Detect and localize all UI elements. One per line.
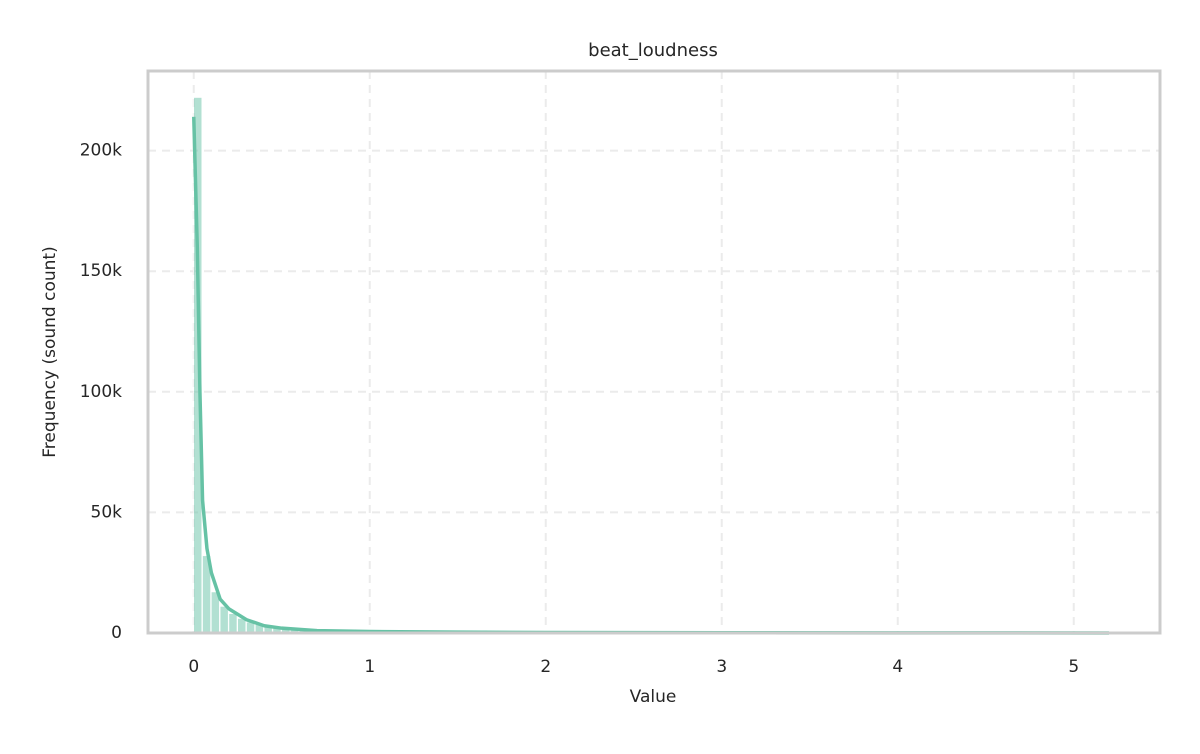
x-tick-label: 1 xyxy=(364,657,375,677)
x-tick-label: 5 xyxy=(1068,657,1079,677)
y-tick-label: 150k xyxy=(80,261,122,281)
histogram-bar xyxy=(220,606,228,633)
y-axis-label: Frequency (sound count) xyxy=(40,246,60,457)
x-tick-label: 3 xyxy=(716,657,727,677)
y-tick-label: 50k xyxy=(91,502,123,522)
chart-title: beat_loudness xyxy=(588,40,718,61)
y-tick-label: 100k xyxy=(80,382,122,402)
x-tick-label: 2 xyxy=(540,657,551,677)
y-tick-label: 0 xyxy=(111,623,122,643)
histogram-bar xyxy=(238,619,246,633)
y-tick-label: 200k xyxy=(80,141,122,161)
x-tick-label: 4 xyxy=(892,657,903,677)
x-tick-label: 0 xyxy=(188,657,199,677)
histogram-bar xyxy=(229,614,237,633)
x-axis-label: Value xyxy=(630,687,677,707)
